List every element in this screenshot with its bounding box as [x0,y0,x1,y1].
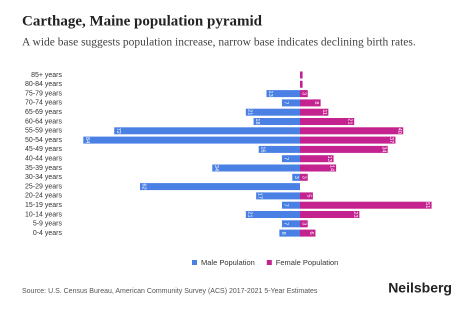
value-label: 13 [326,156,332,162]
bar [300,99,321,107]
bar [245,108,300,116]
y-tick-label: 35-39 years [25,165,62,172]
value-label: 21 [246,211,252,217]
bar [300,211,360,218]
bar [300,229,316,237]
value-label: 3 [300,222,306,225]
value-label: 34 [213,165,219,171]
legend-swatch [192,260,197,265]
value-label: 34 [380,146,386,152]
value-label: 23 [352,211,358,217]
y-tick-label: 15-19 years [25,202,62,209]
bar [281,220,300,228]
value-label: 37 [388,137,394,143]
value-label: 62 [141,184,147,190]
y-tick-label: 5-9 years [33,221,63,228]
value-label: 5 [305,194,311,197]
chart-subtitle: A wide base suggests population increase… [22,37,416,49]
value-label: 21 [246,109,252,115]
y-tick-label: 55-59 years [25,128,62,135]
value-label: 7 [282,101,288,104]
bar [266,90,300,98]
bar [300,90,308,98]
value-label: 21 [347,118,353,124]
source: Source: U.S. Census Bureau, American Com… [22,288,318,295]
y-tick-label: 75-79 years [25,90,62,97]
y-tick-label: 60-64 years [25,118,62,125]
brand-logo: Neilsberg [388,280,452,296]
y-tick-label: 40-44 years [25,156,62,163]
value-label: 16 [259,146,265,152]
bar [300,80,303,88]
bar [300,108,329,116]
y-tick-label: 70-74 years [25,100,62,107]
value-label: 3 [300,92,306,95]
y-tick-label: 45-49 years [25,146,62,153]
legend-label: Male Population [201,258,255,267]
bar [300,164,337,172]
bar [281,201,300,209]
y-tick-label: 25-29 years [25,183,62,190]
value-label: 13 [267,91,273,97]
value-label: 7 [282,157,288,160]
bar [114,127,301,135]
bar [140,183,300,191]
bar [258,145,300,153]
legend-label: Female Population [276,258,339,267]
bar [300,220,308,228]
y-tick-label: 65-69 years [25,109,62,116]
value-label: 72 [115,128,121,134]
bar [300,71,303,79]
value-label: 7 [282,204,288,207]
value-label: 3 [293,176,299,179]
bar [281,155,300,163]
bar [300,155,334,163]
value-label: 17 [257,193,263,199]
bar [300,118,355,125]
bar [256,192,300,200]
value-label: 8 [313,101,319,104]
value-label: 14 [329,165,335,171]
y-tick-label: 80-84 years [25,81,62,88]
bar [279,229,300,237]
bar [300,192,313,200]
value-label: 3 [300,176,306,179]
bar [300,173,308,181]
value-label: 51 [424,202,430,208]
y-tick-label: 50-54 years [25,137,62,144]
bar [253,118,300,125]
value-label: 7 [282,222,288,225]
value-label: 11 [321,109,327,115]
y-tick-label: 0-4 years [33,230,63,237]
bar [300,136,396,144]
value-label: 40 [396,128,402,134]
y-tick-label: 20-24 years [25,193,62,200]
bar [300,201,432,209]
bar [245,211,300,218]
chart-title: Carthage, Maine population pyramid [22,13,263,29]
y-tick-label: 30-34 years [25,174,62,181]
value-label: 18 [254,118,260,124]
bar [292,173,300,181]
legend-swatch [266,260,272,265]
bar [83,136,300,144]
bar [212,164,300,172]
bar [300,127,404,135]
value-label: 84 [84,137,90,143]
value-label: 8 [280,232,286,235]
y-tick-label: 10-14 years [25,211,62,218]
bar [300,145,388,153]
y-tick-label: 85+ years [31,72,62,79]
bar [281,99,300,107]
value-label: 6 [308,232,314,235]
